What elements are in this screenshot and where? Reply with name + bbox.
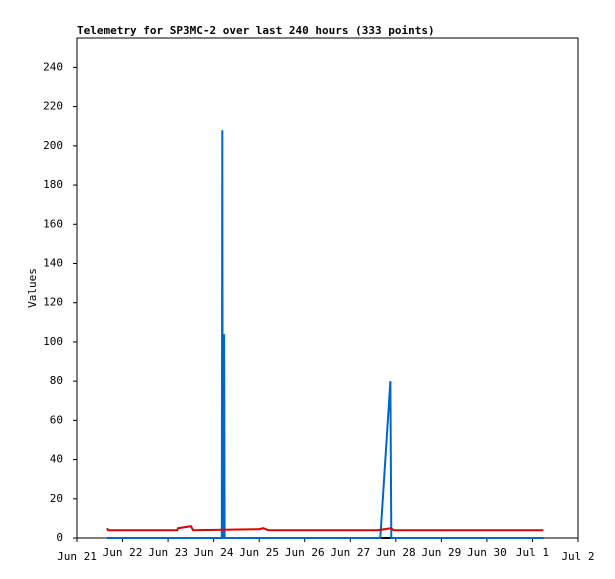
y-tick-label: 120 bbox=[43, 296, 63, 309]
y-tick-label: 140 bbox=[43, 256, 63, 269]
y-tick-label: 200 bbox=[43, 139, 63, 152]
y-tick-label: 40 bbox=[50, 453, 63, 466]
plot-frame bbox=[76, 37, 579, 539]
y-tick-label: 220 bbox=[43, 100, 63, 113]
y-tick-label: 20 bbox=[50, 492, 63, 505]
y-axis-label: Values bbox=[26, 268, 39, 308]
x-tick-label: Jun 29 bbox=[421, 546, 461, 559]
data-line bbox=[106, 525, 544, 532]
x-tick-label: Jun 25 bbox=[239, 546, 279, 559]
data-line bbox=[107, 130, 544, 539]
y-tick-label: 160 bbox=[43, 217, 63, 230]
y-tick-label: 100 bbox=[43, 335, 63, 348]
x-tick-label: Jun 23 bbox=[148, 546, 188, 559]
y-tick-label: 0 bbox=[56, 531, 63, 544]
y-tick-label: 180 bbox=[43, 178, 63, 191]
x-tick-label: Jun 22 bbox=[103, 546, 143, 559]
x-tick-label: Jul 1 bbox=[516, 546, 549, 559]
x-tick-label: Jun 28 bbox=[376, 546, 416, 559]
x-tick-label: Jun 30 bbox=[467, 546, 507, 559]
x-tick-label: Jun 26 bbox=[285, 546, 325, 559]
x-tick-label: Jul 2 bbox=[561, 550, 594, 563]
y-tick-label: 240 bbox=[43, 60, 63, 73]
chart-title: Telemetry for SP3MC-2 over last 240 hour… bbox=[77, 24, 435, 37]
x-tick-label: Jun 27 bbox=[330, 546, 370, 559]
y-tick-label: 80 bbox=[50, 374, 63, 387]
x-tick-label: Jun 21 bbox=[57, 550, 97, 563]
y-tick-label: 60 bbox=[50, 413, 63, 426]
x-tick-label: Jun 24 bbox=[194, 546, 234, 559]
